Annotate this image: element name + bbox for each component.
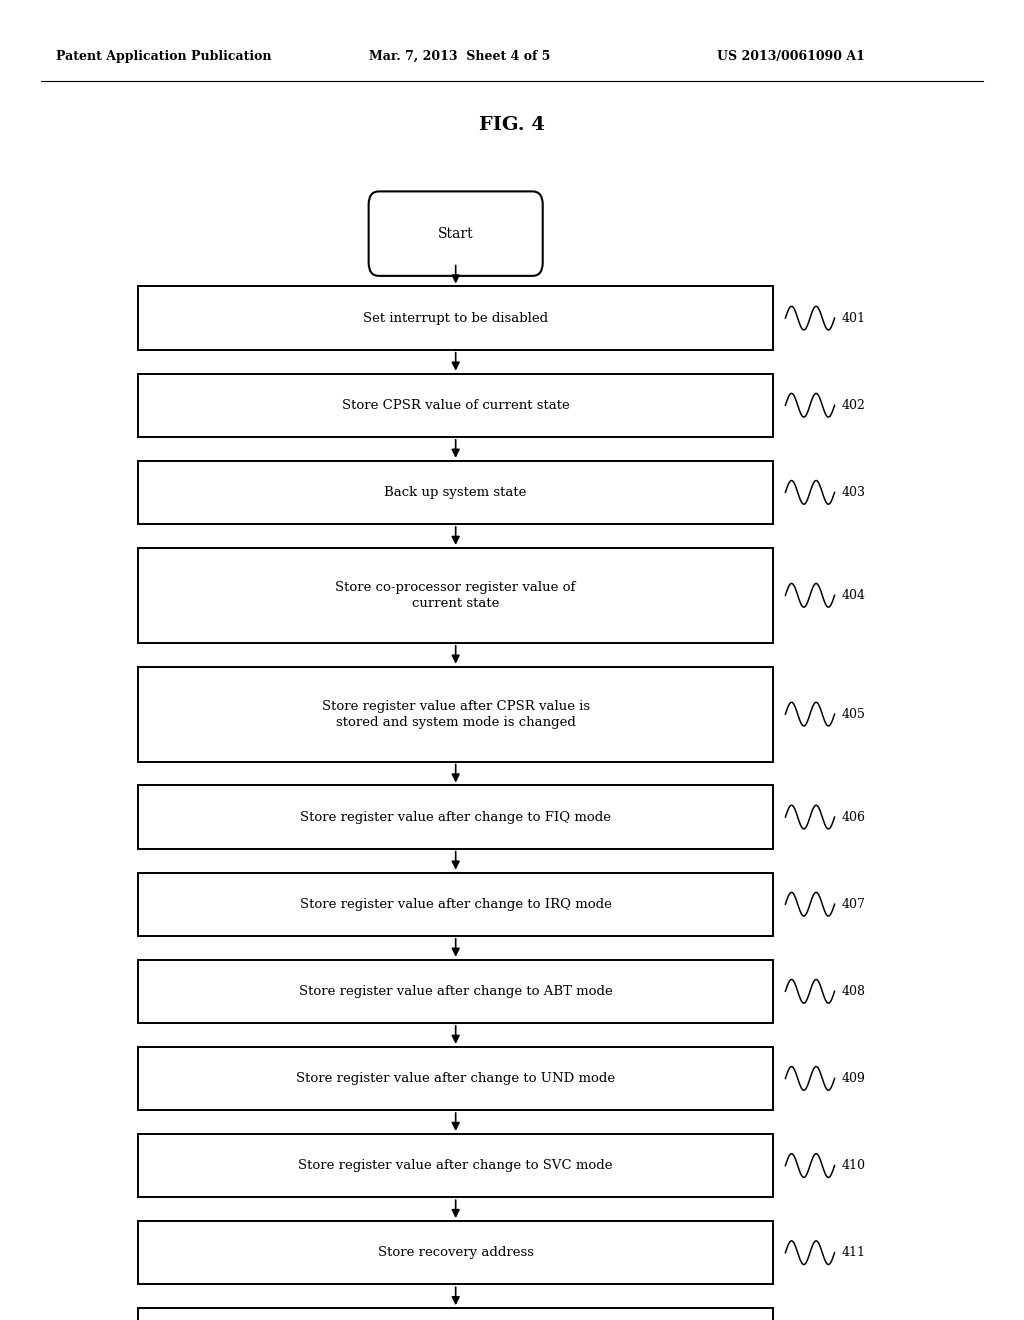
Text: 401: 401 [842,312,865,325]
Text: Patent Application Publication: Patent Application Publication [56,50,271,63]
Text: Store register value after change to FIQ mode: Store register value after change to FIQ… [300,810,611,824]
FancyBboxPatch shape [138,960,773,1023]
Text: Start: Start [438,227,473,240]
Text: 408: 408 [842,985,865,998]
FancyBboxPatch shape [138,374,773,437]
FancyBboxPatch shape [138,286,773,350]
FancyBboxPatch shape [138,1221,773,1284]
Text: Store CPSR value of current state: Store CPSR value of current state [342,399,569,412]
Text: Store register value after change to IRQ mode: Store register value after change to IRQ… [300,898,611,911]
FancyBboxPatch shape [138,873,773,936]
Text: Store register value after change to SVC mode: Store register value after change to SVC… [298,1159,613,1172]
Text: 403: 403 [842,486,865,499]
Text: 411: 411 [842,1246,865,1259]
Text: US 2013/0061090 A1: US 2013/0061090 A1 [717,50,864,63]
Text: 405: 405 [842,708,865,721]
FancyBboxPatch shape [138,1308,773,1320]
Text: 409: 409 [842,1072,865,1085]
Text: Store register value after change to ABT mode: Store register value after change to ABT… [299,985,612,998]
Text: 407: 407 [842,898,865,911]
Text: FIG. 4: FIG. 4 [479,116,545,135]
FancyBboxPatch shape [138,548,773,643]
Text: 406: 406 [842,810,865,824]
FancyBboxPatch shape [138,1134,773,1197]
FancyBboxPatch shape [138,461,773,524]
Text: 404: 404 [842,589,865,602]
Text: Back up system state: Back up system state [384,486,527,499]
Text: Store register value after change to UND mode: Store register value after change to UND… [296,1072,615,1085]
Text: Mar. 7, 2013  Sheet 4 of 5: Mar. 7, 2013 Sheet 4 of 5 [369,50,550,63]
FancyBboxPatch shape [138,785,773,849]
FancyBboxPatch shape [138,1047,773,1110]
Text: Store recovery address: Store recovery address [378,1246,534,1259]
Text: 402: 402 [842,399,865,412]
Text: Store co-processor register value of
current state: Store co-processor register value of cur… [336,581,575,610]
Text: Set interrupt to be disabled: Set interrupt to be disabled [364,312,548,325]
FancyBboxPatch shape [138,667,773,762]
FancyBboxPatch shape [369,191,543,276]
Text: Store register value after CPSR value is
stored and system mode is changed: Store register value after CPSR value is… [322,700,590,729]
Text: 410: 410 [842,1159,865,1172]
